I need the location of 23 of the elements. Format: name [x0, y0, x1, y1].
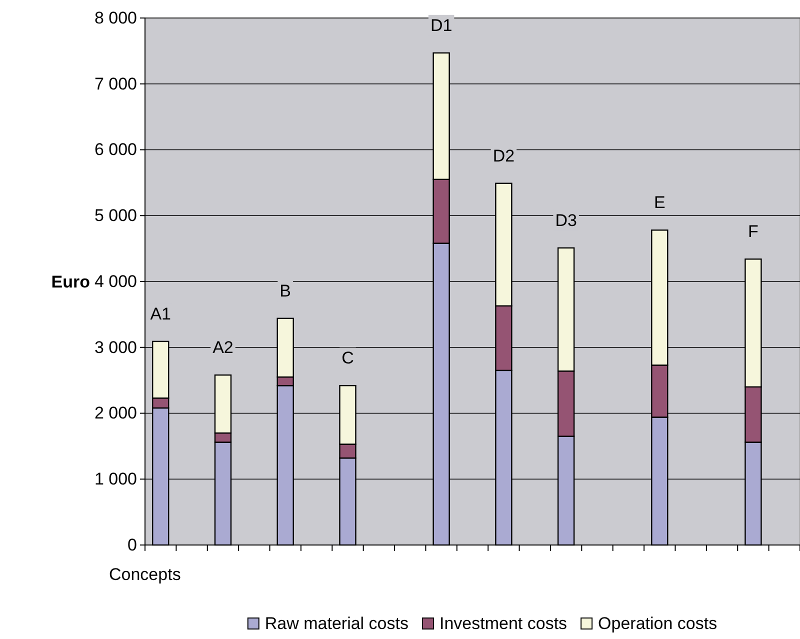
- y-tick-label: 1 000: [94, 470, 137, 489]
- y-tick-label: 3 000: [94, 338, 137, 357]
- y-tick-label: 4 000: [94, 272, 137, 291]
- x-axis-title: Concepts: [109, 565, 181, 584]
- legend-label: Investment costs: [439, 614, 568, 633]
- y-tick-label: 7 000: [94, 74, 137, 94]
- y-tick-label: 8 000: [94, 8, 137, 28]
- x-tick-label: E: [654, 193, 666, 212]
- x-tick-label: B: [280, 281, 292, 300]
- y-tick-label: 0: [128, 535, 137, 554]
- x-tick-label: D3: [555, 210, 577, 230]
- x-tick-label: A1: [150, 304, 171, 324]
- x-tick-label: F: [748, 222, 758, 242]
- y-axis-title: Euro: [51, 272, 90, 292]
- y-tick-label: 6 000: [94, 140, 137, 160]
- legend-label: Operation costs: [598, 614, 718, 633]
- x-tick-label: D2: [492, 146, 515, 166]
- x-tick-label: A2: [212, 338, 234, 358]
- x-tick-label: D1: [430, 16, 452, 35]
- legend-label: Raw material costs: [264, 614, 408, 633]
- y-tick-label: 5 000: [94, 206, 137, 226]
- x-tick-label: C: [342, 348, 354, 368]
- y-tick-label: 2 000: [94, 404, 137, 423]
